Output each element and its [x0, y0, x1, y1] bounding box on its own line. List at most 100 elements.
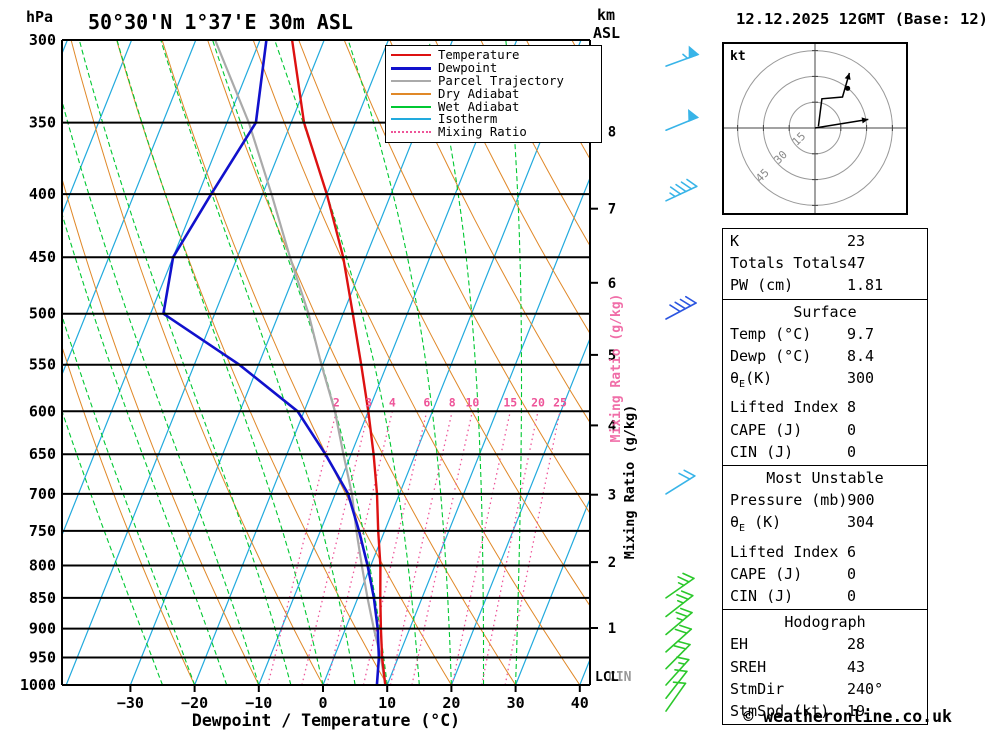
row-value: 9.7 — [847, 324, 875, 343]
row-value: 0 — [847, 420, 857, 439]
legend-label: Mixing Ratio — [438, 125, 527, 140]
legend-item: Dry Adiabat — [391, 87, 596, 101]
svg-text:850: 850 — [29, 589, 56, 607]
svg-text:2: 2 — [608, 555, 616, 571]
hodograph-unit-label: kt — [730, 49, 746, 64]
table-row: CAPE (J) 0 — [723, 563, 927, 585]
page-title: 50°30'N 1°37'E 30m ASL — [88, 10, 353, 34]
row-label: CAPE (J) — [730, 420, 803, 439]
legend-line-sample — [391, 131, 431, 134]
altitude-unit-label-km: km — [597, 6, 616, 24]
svg-text:5: 5 — [608, 348, 616, 364]
row-label: StmDir — [730, 679, 785, 698]
section-header: Most Unstable — [766, 469, 884, 488]
row-value: 304 — [847, 513, 875, 532]
table-row: Pressure (mb) 900 — [723, 489, 927, 511]
legend-line-sample — [391, 118, 431, 121]
row-label: Totals Totals — [730, 254, 848, 273]
svg-text:−10: −10 — [245, 694, 272, 712]
wind-barb — [665, 590, 694, 618]
table-row: CIN (J) 0 — [723, 585, 927, 607]
row-label: CIN (J) — [730, 587, 794, 606]
pressure-tick-labels: 300 350 400 450 500 550 600 650 700 750 800 850 900 9… — [20, 31, 56, 694]
row-value: 19 — [847, 702, 866, 721]
mixing-ratio-axis-label: Mixing Ratio (g/kg) — [622, 405, 638, 559]
km-asl-ticks: 1 2 3 4 5 6 7 8 — [590, 125, 616, 637]
row-value: 47 — [847, 254, 866, 273]
legend-label: Temperature — [438, 48, 520, 63]
svg-text:350: 350 — [29, 114, 56, 132]
row-value: 8.4 — [847, 347, 875, 366]
copyright-watermark: © weatheronline.co.uk — [743, 707, 952, 726]
svg-text:900: 900 — [29, 620, 56, 638]
row-value: 240° — [847, 679, 884, 698]
table-row: K 23 — [723, 230, 927, 252]
legend-label: Wet Adiabat — [438, 99, 520, 114]
svg-text:7: 7 — [608, 202, 616, 218]
legend-line-sample — [391, 79, 431, 82]
wind-barb — [665, 295, 697, 320]
svg-text:2: 2 — [333, 395, 340, 409]
row-label: PW (cm) — [730, 276, 794, 295]
row-label: K — [730, 232, 740, 250]
row-value: 0 — [847, 442, 857, 461]
wind-barb — [665, 624, 693, 653]
arrowhead-icon — [861, 117, 869, 124]
legend-line-sample — [391, 92, 431, 95]
table-row: Lifted Index 8 — [723, 396, 927, 418]
hodograph-indices-box: Hodograph EH 28 SREH 43 StmDir 240° StmSpd … — [722, 609, 928, 726]
table-row: StmDir 240° — [723, 678, 927, 700]
legend-line-sample — [391, 105, 431, 108]
wind-barb — [665, 681, 687, 712]
svg-text:0: 0 — [318, 694, 327, 712]
row-value: 0 — [847, 587, 857, 606]
row-label-theta-e: θE(K) — [730, 369, 773, 391]
wind-barb — [665, 640, 691, 670]
legend-item: Dewpoint — [391, 61, 596, 75]
table-row: PW (cm) 1.81 — [723, 274, 927, 296]
legend-item: Isotherm — [391, 112, 596, 127]
svg-text:8: 8 — [449, 395, 456, 409]
row-value: 23 — [847, 232, 866, 250]
svg-text:400: 400 — [29, 185, 56, 203]
svg-text:6: 6 — [608, 276, 616, 292]
svg-text:10: 10 — [378, 694, 396, 712]
svg-text:600: 600 — [29, 402, 56, 420]
x-axis-label: Dewpoint / Temperature (°C) — [191, 711, 461, 730]
row-label: CAPE (J) — [730, 564, 803, 583]
wind-barb — [665, 109, 700, 131]
svg-text:450: 450 — [29, 248, 56, 266]
wind-barb — [665, 45, 700, 67]
row-label: SREH — [730, 657, 767, 676]
svg-text:25: 25 — [553, 395, 567, 409]
table-row: CIN (J) 0 — [723, 441, 927, 463]
svg-text:3: 3 — [608, 488, 616, 504]
wind-barb — [665, 469, 696, 495]
legend-label: Isotherm — [438, 112, 498, 127]
table-row: Temp (°C) 9.7 — [723, 323, 927, 345]
row-value: 0 — [847, 564, 857, 583]
wind-barb-column — [665, 45, 700, 712]
svg-text:10: 10 — [465, 395, 479, 409]
table-row: EH 28 — [723, 633, 927, 655]
cin-marker-label: CIN — [608, 670, 632, 685]
row-label: Temp (°C) — [730, 324, 812, 343]
wind-barb — [665, 607, 693, 636]
table-row: θE(K) 300 — [723, 367, 927, 396]
row-value: 8 — [847, 398, 857, 417]
mixing-ratio-value-labels: 2 3 4 6 8 10 15 20 25 — [333, 395, 567, 409]
svg-text:3: 3 — [365, 395, 372, 409]
row-label-theta-e: θE (K) — [730, 513, 782, 535]
svg-text:750: 750 — [29, 522, 56, 540]
storm-motion-arrow — [814, 118, 869, 129]
surface-box: Surface Temp (°C) 9.7 Dewp (°C) 8.4 θE(K) … — [722, 298, 928, 467]
hodograph-ring-label: 45 — [753, 166, 772, 185]
legend-line-sample — [391, 66, 431, 70]
svg-text:1: 1 — [608, 621, 616, 637]
altitude-unit-label-asl: ASL — [593, 24, 621, 42]
svg-text:300: 300 — [29, 31, 56, 49]
svg-text:6: 6 — [423, 395, 430, 409]
svg-text:−30: −30 — [117, 694, 144, 712]
chart-legend: Temperature Dewpoint Parcel Trajectory Dry … — [385, 45, 602, 143]
